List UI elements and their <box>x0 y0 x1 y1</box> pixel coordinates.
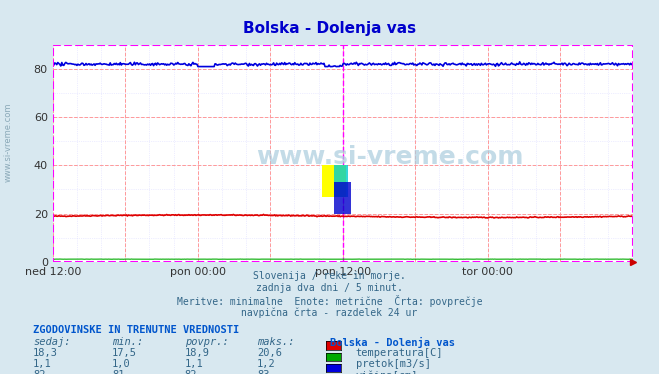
Text: min.:: min.: <box>112 337 143 347</box>
Text: 1,1: 1,1 <box>33 359 51 369</box>
Text: 82: 82 <box>33 370 45 374</box>
Text: 82: 82 <box>185 370 197 374</box>
Text: ZGODOVINSKE IN TRENUTNE VREDNOSTI: ZGODOVINSKE IN TRENUTNE VREDNOSTI <box>33 325 239 335</box>
Bar <box>334 182 351 214</box>
Text: www.si-vreme.com: www.si-vreme.com <box>3 102 13 182</box>
Text: navpična črta - razdelek 24 ur: navpična črta - razdelek 24 ur <box>241 307 418 318</box>
Text: 18,9: 18,9 <box>185 348 210 358</box>
Text: www.si-vreme.com: www.si-vreme.com <box>256 145 523 169</box>
Text: Bolska - Dolenja vas: Bolska - Dolenja vas <box>243 21 416 36</box>
Bar <box>322 165 345 197</box>
Text: zadnja dva dni / 5 minut.: zadnja dva dni / 5 minut. <box>256 283 403 293</box>
Bar <box>53 45 633 262</box>
Text: 81: 81 <box>112 370 125 374</box>
Text: 1,0: 1,0 <box>112 359 130 369</box>
Text: maks.:: maks.: <box>257 337 295 347</box>
Text: pretok[m3/s]: pretok[m3/s] <box>356 359 431 369</box>
Bar <box>334 165 349 197</box>
Text: temperatura[C]: temperatura[C] <box>356 348 444 358</box>
Text: Meritve: minimalne  Enote: metrične  Črta: povprečje: Meritve: minimalne Enote: metrične Črta:… <box>177 295 482 307</box>
Text: povpr.:: povpr.: <box>185 337 228 347</box>
Text: sedaj:: sedaj: <box>33 337 71 347</box>
Text: 18,3: 18,3 <box>33 348 58 358</box>
Text: 1,2: 1,2 <box>257 359 275 369</box>
Text: Slovenija / reke in morje.: Slovenija / reke in morje. <box>253 271 406 281</box>
Text: Bolska - Dolenja vas: Bolska - Dolenja vas <box>330 337 455 347</box>
Text: 1,1: 1,1 <box>185 359 203 369</box>
Text: višina[cm]: višina[cm] <box>356 370 418 374</box>
Text: 83: 83 <box>257 370 270 374</box>
Text: 20,6: 20,6 <box>257 348 282 358</box>
Text: 17,5: 17,5 <box>112 348 137 358</box>
